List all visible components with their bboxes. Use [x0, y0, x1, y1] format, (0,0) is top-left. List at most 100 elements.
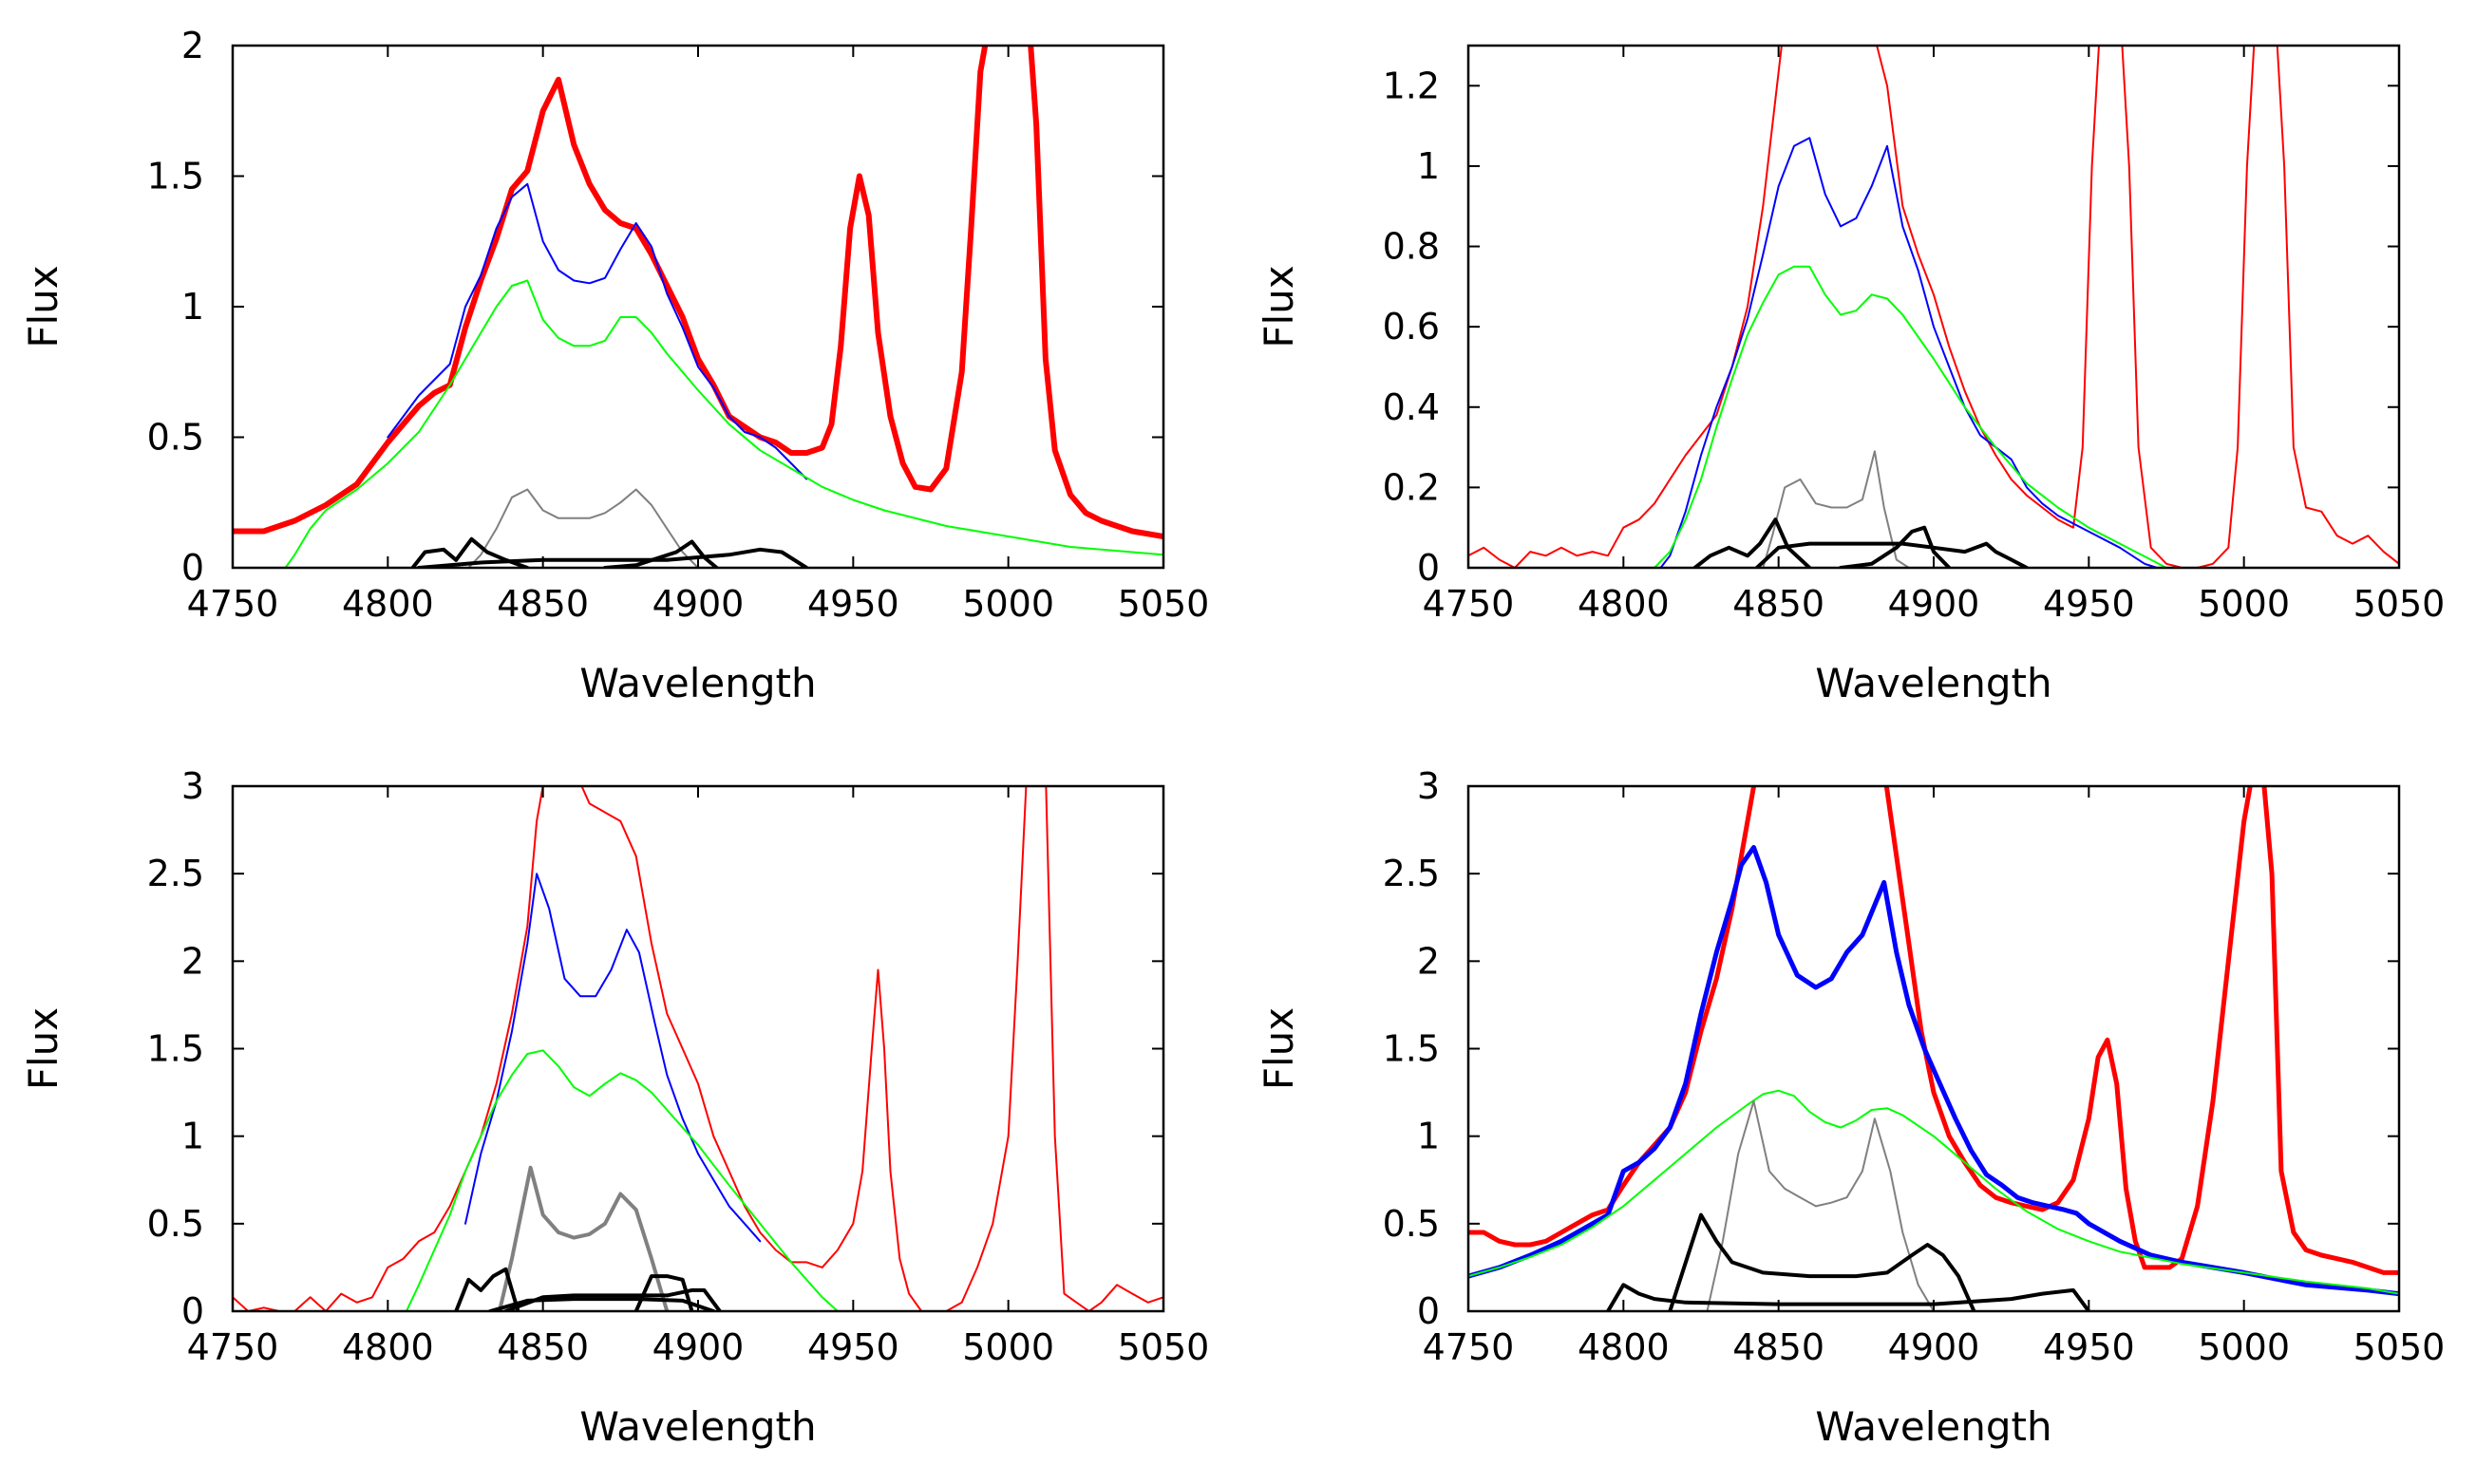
x-tick-label: 4950 — [807, 1326, 899, 1368]
chart-panel-top-right: 4750 4800 4850 4900 4950 5000 5050 0 0.2 0.4 0.6 0.… — [1256, 44, 2446, 706]
x-tick-label: 4900 — [652, 583, 745, 625]
x-tick-label: 4850 — [497, 583, 589, 625]
y-tick-label: 0 — [181, 547, 204, 589]
x-tick-label: 5000 — [962, 1326, 1054, 1368]
series-line-weak_narrow_a — [410, 536, 530, 568]
x-tick-label: 4850 — [1732, 1326, 1824, 1368]
x-axis-label: Wavelength — [1815, 660, 2051, 706]
x-tick-label: 4900 — [1888, 1326, 1980, 1368]
series-line-weak_broad — [503, 1287, 722, 1311]
x-tick-label: 4900 — [1888, 583, 1980, 625]
x-tick-label: 4750 — [187, 583, 279, 625]
y-axis-label: Flux — [1256, 265, 1302, 348]
series-line-broad_component — [1654, 265, 2167, 568]
series-line-weak_narrow_b — [603, 539, 719, 568]
series-line-weak_broad_b — [1606, 1283, 2091, 1311]
series-line-weak_narrow_b — [633, 1274, 694, 1311]
plot-frame — [231, 784, 1165, 1313]
x-axis-label: Wavelength — [579, 1403, 816, 1450]
series-group — [1468, 786, 2399, 1311]
x-tick-label: 4850 — [1732, 583, 1824, 625]
y-tick-label: 2 — [181, 940, 204, 982]
series-line-model_total — [464, 873, 762, 1243]
plot-frame — [1466, 784, 2401, 1313]
x-tick-label: 5050 — [1118, 1326, 1210, 1368]
y-tick-label: 1 — [181, 286, 204, 328]
y-tick-label: 1.5 — [1383, 1028, 1440, 1070]
series-line-narrow_component — [1706, 1099, 1935, 1311]
series-line-weak_narrow_b — [1839, 525, 1952, 568]
x-tick-label: 4750 — [1423, 583, 1515, 625]
x-tick-label: 4800 — [1578, 583, 1670, 625]
series-group — [1468, 46, 2399, 568]
x-tick-label: 4800 — [342, 1326, 434, 1368]
y-tick-label: 0.5 — [1383, 1203, 1440, 1245]
chart-panel-top-left: 4750 4800 4850 4900 4950 5000 5050 0 0.5 1 1.5 2 Wav… — [20, 25, 1210, 706]
y-tick-label: 0.5 — [147, 1203, 204, 1245]
y-tick-label: 0 — [1417, 1290, 1440, 1332]
y-tick-label: 1 — [1417, 1116, 1440, 1157]
y-tick-label: 3 — [1417, 765, 1440, 807]
chart-panel-bottom-left: 4750 4800 4850 4900 4950 5000 5050 0 0.5 1 1.5 2 2.5… — [20, 765, 1209, 1450]
series-line-observed — [1468, 786, 2399, 1275]
y-tick-label: 0.8 — [1383, 226, 1440, 268]
series-group — [233, 786, 1163, 1311]
y-tick-label: 1.5 — [147, 1028, 204, 1070]
y-axis-label: Flux — [20, 265, 66, 348]
y-tick-label: 2.5 — [147, 853, 204, 894]
x-tick-label: 5000 — [2198, 1326, 2290, 1368]
series-line-broad_component — [1468, 1089, 2399, 1295]
x-tick-label: 5000 — [962, 583, 1054, 625]
chart-panel-bottom-right: 4750 4800 4850 4900 4950 5000 5050 0 0.5 1 1.5 2 2.5… — [1256, 765, 2445, 1450]
y-tick-label: 0.6 — [1383, 306, 1440, 348]
y-tick-label: 2 — [181, 25, 204, 66]
y-tick-label: 0.4 — [1383, 386, 1440, 428]
series-line-narrow_component — [1762, 450, 1910, 568]
x-axis-label: Wavelength — [579, 660, 816, 706]
y-tick-label: 2 — [1417, 940, 1440, 982]
x-tick-label: 5050 — [2353, 583, 2446, 625]
x-tick-label: 5050 — [2353, 1326, 2446, 1368]
x-tick-label: 4800 — [1578, 1326, 1670, 1368]
x-tick-label: 4950 — [2043, 583, 2135, 625]
plot-frame — [1466, 44, 2401, 570]
x-tick-label: 5050 — [1118, 583, 1210, 625]
series-line-weak_narrow_a — [1692, 517, 1812, 568]
x-tick-label: 4800 — [342, 583, 434, 625]
x-tick-label: 5000 — [2198, 583, 2290, 625]
y-tick-label: 1.2 — [1383, 65, 1440, 106]
series-line-weak_broad — [1668, 1212, 1976, 1311]
x-tick-label: 4900 — [652, 1326, 745, 1368]
series-line-observed — [233, 786, 1163, 1311]
series-line-narrow_component — [467, 488, 699, 568]
y-tick-label: 0.2 — [1383, 466, 1440, 508]
series-line-model_total — [1468, 845, 2399, 1297]
x-tick-label: 4750 — [187, 1326, 279, 1368]
plot-frame — [231, 44, 1165, 570]
y-tick-label: 3 — [181, 765, 204, 807]
series-line-model_total — [387, 182, 808, 480]
series-line-observed — [1468, 46, 2399, 568]
y-tick-label: 1 — [181, 1116, 204, 1157]
series-line-broad_component — [284, 279, 1163, 568]
series-line-observed — [233, 46, 1163, 539]
series-line-broad_component — [405, 1049, 839, 1311]
x-tick-label: 4950 — [807, 583, 899, 625]
series-line-weak_narrow_a — [454, 1267, 520, 1311]
y-tick-label: 2.5 — [1383, 853, 1440, 894]
y-tick-label: 0 — [181, 1290, 204, 1332]
y-tick-label: 1 — [1417, 145, 1440, 187]
y-axis-label: Flux — [1256, 1007, 1302, 1090]
x-tick-label: 4950 — [2043, 1326, 2135, 1368]
series-line-narrow_component — [497, 1165, 670, 1311]
series-group — [233, 46, 1163, 568]
y-tick-label: 0 — [1417, 547, 1440, 589]
x-axis-label: Wavelength — [1815, 1403, 2051, 1450]
y-tick-label: 0.5 — [147, 417, 204, 459]
x-tick-label: 4850 — [497, 1326, 589, 1368]
y-tick-label: 1.5 — [147, 156, 204, 197]
y-axis-label: Flux — [20, 1007, 66, 1090]
x-tick-label: 4750 — [1423, 1326, 1515, 1368]
